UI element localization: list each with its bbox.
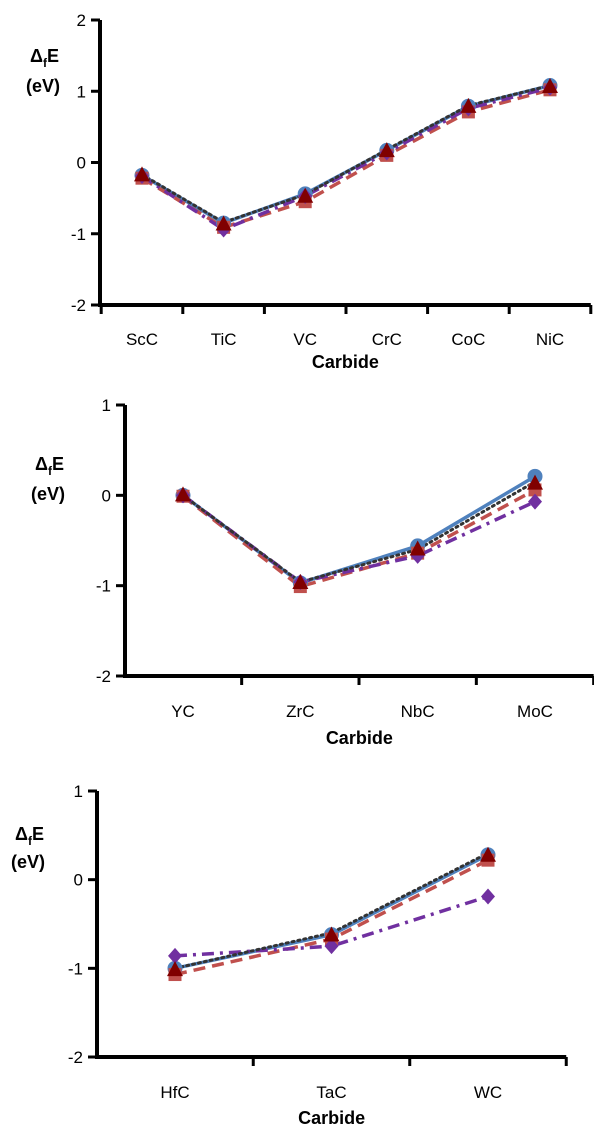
- y-tick-label: 0: [102, 486, 111, 505]
- axes: -2 -1 0 1 2 ScC TiC VC CrC CoC NiC: [71, 11, 593, 349]
- series-4-point: [542, 77, 558, 93]
- chart-5d-transition-carbides: -2 -1 0 1 HfC TaC WC Carbide ΔfE (eV): [11, 782, 568, 1128]
- series-2-markers: [176, 483, 542, 594]
- series-4-point: [378, 142, 395, 158]
- series-5-line: [181, 480, 537, 584]
- y-axis-title-line-1: ΔfE: [15, 824, 44, 848]
- series-4-point: [323, 926, 340, 942]
- y-axis-title: ΔfE (eV): [26, 46, 60, 96]
- y-tick-label: -2: [96, 667, 111, 686]
- series-5-line: [140, 84, 552, 224]
- x-tick-label: VC: [293, 330, 317, 349]
- series-4-point: [480, 846, 496, 862]
- series-2-line: [141, 88, 551, 230]
- y-axis-title-line-1: ΔfE: [30, 46, 59, 70]
- y-tick-label: 1: [77, 82, 86, 101]
- series-4-markers: [134, 77, 558, 231]
- y-axis-title: ΔfE (eV): [31, 454, 65, 504]
- y-tick-label: 2: [77, 11, 86, 30]
- series-4-point: [297, 187, 314, 203]
- series-4-markers: [175, 474, 543, 589]
- y-tick-label: 1: [102, 396, 111, 415]
- y-tick-label: -1: [96, 577, 111, 596]
- series-4-point: [167, 961, 183, 977]
- series-3-markers: [168, 888, 495, 964]
- axes: -2 -1 0 1 HfC TaC WC: [68, 782, 568, 1102]
- x-tick-label: MoC: [517, 702, 553, 721]
- x-tick-label: HfC: [160, 1083, 189, 1102]
- x-tick-label: CoC: [451, 330, 485, 349]
- series-3-point: [324, 938, 339, 955]
- series-4-point: [134, 166, 150, 182]
- y-tick-label: -2: [68, 1048, 83, 1067]
- series-1-markers: [167, 847, 496, 976]
- x-axis-title: Carbide: [326, 728, 393, 748]
- x-tick-label: WC: [474, 1083, 502, 1102]
- series-4-markers: [167, 846, 496, 977]
- x-axis-title: Carbide: [312, 352, 379, 372]
- y-tick-label: -1: [68, 959, 83, 978]
- series-4-point: [460, 97, 477, 113]
- y-axis-title: ΔfE (eV): [11, 824, 45, 872]
- series-3-point: [168, 947, 182, 964]
- x-tick-label: YC: [171, 702, 195, 721]
- chart-3d-transition-carbides: -2 -1 0 1 2 ScC TiC VC CrC CoC NiC Carbide ΔfE (eV): [26, 11, 593, 372]
- series-3-line: [141, 85, 551, 232]
- x-tick-label: TiC: [211, 330, 237, 349]
- series-2-line: [181, 488, 536, 589]
- series-4-point: [409, 540, 426, 556]
- series-4-point: [292, 573, 309, 589]
- y-tick-label: -2: [71, 296, 86, 315]
- x-tick-label: CrC: [372, 330, 402, 349]
- y-tick-label: 1: [74, 782, 83, 801]
- series-3-point: [481, 888, 495, 905]
- x-tick-label: ZrC: [286, 702, 314, 721]
- series-4-point: [527, 474, 543, 490]
- y-tick-label: 0: [74, 871, 83, 890]
- y-axis-title-line-2: (eV): [31, 484, 65, 504]
- series-5-line: [173, 851, 490, 970]
- series-4-point: [175, 486, 191, 502]
- series-2-markers: [168, 853, 495, 982]
- series-3-point: [528, 493, 542, 510]
- y-axis-title-line-1: ΔfE: [35, 454, 64, 478]
- y-axis-title-line-2: (eV): [26, 76, 60, 96]
- chart-4d-transition-carbides: -2 -1 0 1 YC ZrC NbC MoC Carbide ΔfE (eV): [31, 396, 594, 748]
- x-tick-label: NbC: [401, 702, 435, 721]
- y-axis-title-line-2: (eV): [11, 852, 45, 872]
- x-tick-label: ScC: [126, 330, 158, 349]
- axes: -2 -1 0 1 YC ZrC NbC MoC: [96, 396, 594, 721]
- x-tick-label: TaC: [316, 1083, 346, 1102]
- x-tick-label: NiC: [536, 330, 564, 349]
- y-tick-label: -1: [71, 225, 86, 244]
- series-4-point: [215, 215, 232, 231]
- y-tick-label: 0: [77, 154, 86, 173]
- x-axis-title: Carbide: [298, 1108, 365, 1128]
